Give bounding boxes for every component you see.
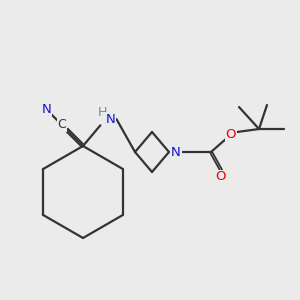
Text: N: N [41,103,51,116]
Text: O: O [216,170,226,184]
Text: C: C [57,118,66,131]
Text: N: N [106,113,116,126]
Text: O: O [226,128,236,140]
Text: H: H [98,106,107,119]
Text: N: N [171,146,181,158]
